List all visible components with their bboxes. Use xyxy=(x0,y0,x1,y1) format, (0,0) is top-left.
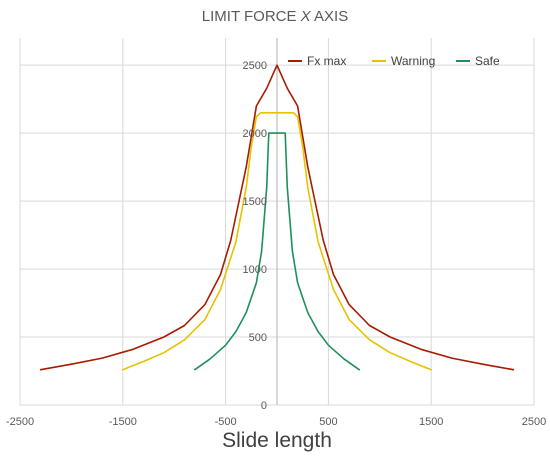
x-axis-label: Slide length xyxy=(222,429,332,452)
x-tick-label: -1500 xyxy=(109,416,137,428)
series-lines xyxy=(39,64,515,371)
chart-title-tail: AXIS xyxy=(311,8,349,25)
legend-label: Warning xyxy=(391,54,435,68)
legend-label: Safe xyxy=(475,54,500,68)
legend-item: Warning xyxy=(372,54,435,68)
series-line-warning xyxy=(122,112,433,371)
legend: Fx max Warning Safe xyxy=(288,54,500,68)
x-tick-labels: -2500 -1500 -500 500 1500 2500 xyxy=(6,416,546,428)
chart-title: LIMIT FORCE X AXIS xyxy=(202,8,348,25)
chart-title-italic: X xyxy=(300,8,312,25)
x-tick-label: 1500 xyxy=(419,416,443,428)
legend-item: Safe xyxy=(456,54,500,68)
legend-label: Fx max xyxy=(307,54,346,68)
y-tick-label: 2500 xyxy=(243,60,267,72)
y-tick-label: 0 xyxy=(261,400,267,412)
y-tick-label: 500 xyxy=(249,332,267,344)
x-tick-label: 500 xyxy=(319,416,337,428)
series-line-safe xyxy=(194,132,361,371)
y-tick-label: 1500 xyxy=(243,196,267,208)
legend-item: Fx max xyxy=(288,54,346,68)
y-tick-labels: 0 500 1000 1500 2000 2500 xyxy=(243,60,267,412)
x-tick-label: 2500 xyxy=(522,416,546,428)
chart-title-main: LIMIT FORCE xyxy=(202,8,301,25)
x-tick-label: -2500 xyxy=(6,416,34,428)
y-tick-label: 1000 xyxy=(243,264,267,276)
series-line-fx-max xyxy=(39,64,515,371)
y-tick-label: 2000 xyxy=(243,128,267,140)
x-tick-label: -500 xyxy=(215,416,237,428)
